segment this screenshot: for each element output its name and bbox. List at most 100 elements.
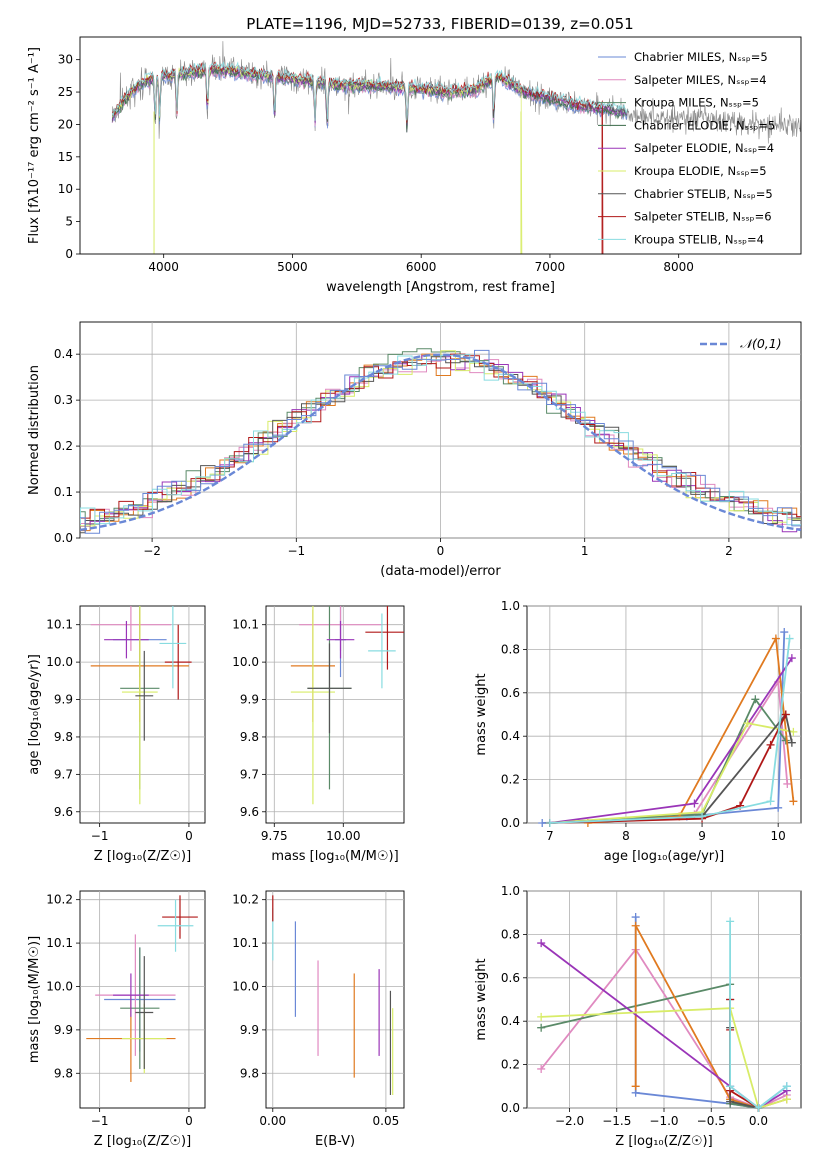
x-tick-label: 8 (622, 829, 630, 843)
weight-marker (631, 1082, 640, 1091)
x-tick-label: 7 (546, 829, 554, 843)
y-tick-label: 0.0 (54, 531, 73, 545)
y-axis-label: Normed distribution (27, 365, 42, 495)
weight-marker (754, 1104, 763, 1112)
y-axis-label: mass weight (474, 673, 489, 755)
weight-marker (545, 819, 554, 827)
y-tick-label: 9.8 (54, 1066, 73, 1080)
x-tick-label: 0.00 (259, 1114, 286, 1128)
weight-marker (780, 628, 789, 637)
residuals-panel: −2 −1 0 1 2 0.0 0.1 0.2 0.3 0.4 (data-model)/error… (27, 321, 802, 579)
model-spectrum-line (111, 61, 628, 121)
weight-marker (537, 1012, 546, 1021)
spectrum-lines (111, 41, 801, 254)
y-tick-label: 10.1 (46, 618, 73, 632)
weight-marker (726, 1097, 735, 1106)
y-tick-label: 0.0 (501, 1101, 520, 1115)
weight-series-line (549, 722, 794, 824)
x-tick-label: 4000 (148, 260, 179, 274)
y-tick-label: 0.2 (501, 1058, 520, 1072)
x-tick-label: 8000 (663, 260, 694, 274)
normal-reference-curve (80, 353, 801, 532)
x-tick-label: 0.0 (749, 1114, 768, 1128)
legend-entry: Kroupa STELIB, Nₛₛₚ=4 (634, 232, 764, 246)
x-tick-label: −1.5 (602, 1114, 631, 1128)
weight-marker (631, 913, 640, 922)
weight-marker (787, 654, 796, 663)
y-tick-label: 10.0 (232, 979, 259, 993)
weight-marker (782, 1095, 791, 1104)
y-axis-label: age [log₁₀(age/yr)] (27, 654, 42, 775)
x-tick-label: 0 (185, 1114, 193, 1128)
y-axis-label: Flux [fλ10⁻¹⁷ erg cm⁻² s⁻¹ A⁻¹] (27, 47, 42, 244)
legend-entry: Salpeter STELIB, Nₛₛₚ=6 (634, 210, 772, 224)
weight-marker (771, 634, 780, 643)
y-tick-label: 0.4 (54, 347, 73, 361)
x-tick-label: 6000 (406, 260, 437, 274)
y-tick-label: 1.0 (501, 884, 520, 898)
weight-marker (785, 634, 794, 643)
weight-marker (538, 819, 547, 827)
y-tick-label: 9.9 (54, 1023, 73, 1037)
weight-series-line (729, 921, 788, 1110)
x-tick-label: −2.0 (555, 1114, 584, 1128)
y-axis-label: mass [log₁₀(M/M☉)] (27, 936, 42, 1063)
weight-vs-age-panel: 7 8 9 10 0.0 0.2 0.4 0.6 0.8 1.0 age [log₁₀(age/yr… (474, 599, 802, 864)
y-tick-label: 10.0 (232, 655, 259, 669)
y-tick-label: 0.6 (501, 971, 520, 985)
axes-frame (265, 890, 405, 1109)
legend-entry: Chabrier STELIB, Nₛₛₚ=5 (634, 187, 773, 201)
y-tick-label: 10.1 (232, 936, 259, 950)
errorbars (86, 895, 198, 1082)
x-tick-label: 0 (185, 829, 193, 843)
y-tick-label: 9.9 (240, 1023, 259, 1037)
x-tick-label: −1 (91, 829, 109, 843)
y-tick-label: 10 (58, 182, 73, 196)
weight-marker (774, 803, 783, 812)
weight-marker (726, 917, 735, 926)
x-tick-label: 10 (771, 829, 786, 843)
y-tick-label: 9.9 (240, 693, 259, 707)
y-tick-label: 10.1 (232, 618, 259, 632)
y-tick-label: 30 (58, 53, 73, 67)
weight-marker (782, 1082, 791, 1091)
x-tick-label: 1 (581, 544, 589, 558)
x-axis-label: Z [log₁₀(Z/Z☉)] (94, 1134, 191, 1149)
x-axis-label: wavelength [Angstrom, rest frame] (326, 280, 555, 295)
errorbars (272, 895, 394, 1095)
x-tick-label: −0.5 (697, 1114, 726, 1128)
x-tick-label: −1 (91, 1114, 109, 1128)
y-tick-label: 9.9 (54, 693, 73, 707)
legend-entry: Kroupa ELODIE, Nₛₛₚ=5 (634, 164, 767, 178)
y-tick-label: 0.6 (501, 686, 520, 700)
x-axis-label: mass [log₁₀(M/M☉)] (271, 849, 398, 864)
weight-marker (537, 1023, 546, 1032)
y-tick-label: 0.1 (54, 485, 73, 499)
y-tick-label: 0.2 (54, 439, 73, 453)
x-axis-label: (data-model)/error (380, 564, 501, 579)
errorbars (90, 606, 192, 805)
histogram-series (80, 354, 801, 526)
legend-entry: Salpeter MILES, Nₛₛₚ=4 (634, 73, 767, 87)
x-tick-label: 9.75 (261, 829, 288, 843)
weight-marker (783, 779, 792, 788)
figure-title: PLATE=1196, MJD=52733, FIBERID=0139, z=0… (246, 15, 633, 33)
y-tick-label: 9.8 (240, 1066, 259, 1080)
axes-frame (79, 890, 206, 1109)
legend-entry: Salpeter ELODIE, Nₛₛₚ=4 (634, 141, 774, 155)
histogram-series (80, 349, 801, 534)
legend-entry: Chabrier ELODIE, Nₛₛₚ=5 (634, 118, 775, 132)
y-tick-label: 10.0 (46, 979, 73, 993)
x-tick-label: 0.05 (373, 1114, 400, 1128)
weight-marker (726, 1082, 735, 1091)
x-axis-label: Z [log₁₀(Z/Z☉)] (615, 1134, 712, 1149)
y-tick-label: 9.8 (240, 730, 259, 744)
x-tick-label: 7000 (535, 260, 566, 274)
weight-marker (698, 812, 707, 821)
mass-vs-Z-panel: −1 0 9.8 9.9 10.0 10.1 10.2 Z [log₁₀(Z/Z☉)] mass… (27, 890, 206, 1149)
y-tick-label: 0.4 (501, 729, 520, 743)
y-tick-label: 0.4 (501, 1014, 520, 1028)
weight-series-line (541, 1007, 788, 1110)
age-vs-Z-panel: −1 0 9.6 9.7 9.8 9.9 10.0 10.1 Z [log₁₀(Z/Z☉)] ag… (27, 605, 206, 864)
